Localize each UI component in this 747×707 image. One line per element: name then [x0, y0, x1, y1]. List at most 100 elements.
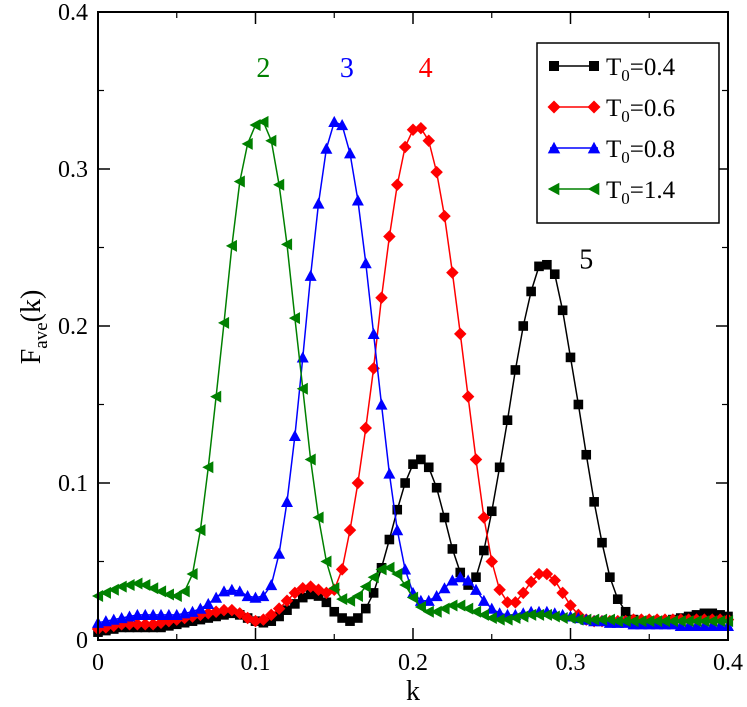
data-point [518, 321, 529, 331]
y-axis-label-subscript: ave [31, 322, 52, 348]
data-point [344, 594, 356, 607]
data-point [359, 257, 372, 269]
data-point [312, 511, 324, 524]
data-point [439, 512, 450, 523]
x-tick-label: 0 [92, 650, 104, 676]
data-point [611, 615, 623, 628]
series-3 [92, 115, 734, 628]
data-point [540, 567, 554, 581]
legend-label-subscript: 0 [621, 66, 630, 85]
data-point [186, 568, 198, 581]
data-point [643, 615, 655, 628]
peak-label: 2 [256, 53, 270, 84]
data-point [353, 613, 363, 623]
data-point [147, 608, 160, 620]
data-point [280, 594, 294, 607]
data-point [690, 619, 703, 631]
data-point [288, 429, 301, 441]
data-point [580, 613, 592, 626]
data-point [446, 599, 458, 612]
legend-marker [547, 100, 561, 114]
data-point [407, 591, 419, 604]
data-point [375, 291, 388, 304]
data-point [556, 586, 569, 600]
legend-label-value: =1.4 [630, 177, 676, 204]
data-point [581, 449, 592, 460]
data-point [682, 615, 694, 628]
x-tick-label: 0.1 [241, 650, 271, 676]
data-point [273, 178, 285, 191]
data-point [517, 586, 530, 600]
data-point [123, 579, 135, 592]
data-point [470, 583, 482, 595]
data-point [249, 119, 261, 132]
data-point [288, 312, 300, 325]
data-point [510, 365, 521, 375]
data-point [485, 612, 497, 625]
data-point [524, 575, 538, 589]
data-point [447, 544, 458, 554]
data-point [690, 615, 702, 628]
data-point [265, 608, 278, 622]
data-point [336, 119, 349, 131]
y-axis-label-base: F [16, 349, 47, 365]
data-point [257, 115, 269, 128]
data-point [146, 618, 160, 631]
y-axis-label: Fave(k) [16, 290, 52, 365]
data-point [265, 579, 278, 591]
data-point [572, 613, 584, 626]
data-point [329, 606, 340, 617]
data-point [186, 605, 199, 617]
data-point [328, 582, 340, 595]
data-point [461, 390, 475, 403]
x-tick-label: 0.4 [713, 650, 743, 676]
legend-label: T0=0.4 [606, 54, 676, 85]
data-point [532, 567, 546, 581]
data-point [257, 590, 270, 602]
data-point [367, 327, 380, 339]
legend-label-subscript: 0 [621, 189, 630, 208]
legend-item: T0=0.6 [547, 95, 675, 126]
data-point [471, 572, 481, 582]
data-point [542, 259, 552, 270]
data-point [659, 615, 671, 628]
data-point [605, 572, 615, 582]
data-point [273, 547, 286, 559]
data-point [603, 613, 615, 626]
legend-marker [547, 182, 560, 196]
data-point [469, 453, 483, 466]
data-point [454, 327, 467, 341]
x-tick-label: 0.2 [398, 650, 428, 676]
data-point [485, 555, 498, 568]
data-point [589, 497, 599, 507]
legend-item: T0=0.4 [549, 54, 676, 85]
legend-label-base: T [606, 136, 621, 163]
data-point [698, 619, 711, 631]
data-point [210, 390, 222, 403]
legend-label-value: =0.4 [630, 54, 676, 81]
legend-box [536, 42, 720, 224]
data-point [493, 613, 505, 626]
data-point [540, 608, 552, 621]
data-point [627, 615, 639, 628]
legend-item: T0=0.8 [547, 136, 675, 167]
data-point [533, 608, 545, 621]
peak-label: 4 [419, 53, 433, 84]
data-point [383, 467, 396, 479]
data-point [430, 590, 443, 602]
data-point [548, 574, 561, 587]
legend-label-value: =0.8 [630, 136, 675, 163]
data-point [391, 178, 404, 191]
data-point [462, 574, 475, 586]
data-point [131, 608, 144, 620]
data-point [422, 605, 434, 618]
data-point [383, 230, 396, 243]
y-tick-label: 0.1 [58, 471, 88, 497]
data-point [281, 238, 293, 251]
data-point [170, 590, 182, 603]
data-point [202, 597, 215, 609]
data-point [336, 593, 348, 606]
x-axis-label: k [406, 676, 420, 707]
data-point [345, 616, 355, 626]
data-point [477, 594, 490, 606]
